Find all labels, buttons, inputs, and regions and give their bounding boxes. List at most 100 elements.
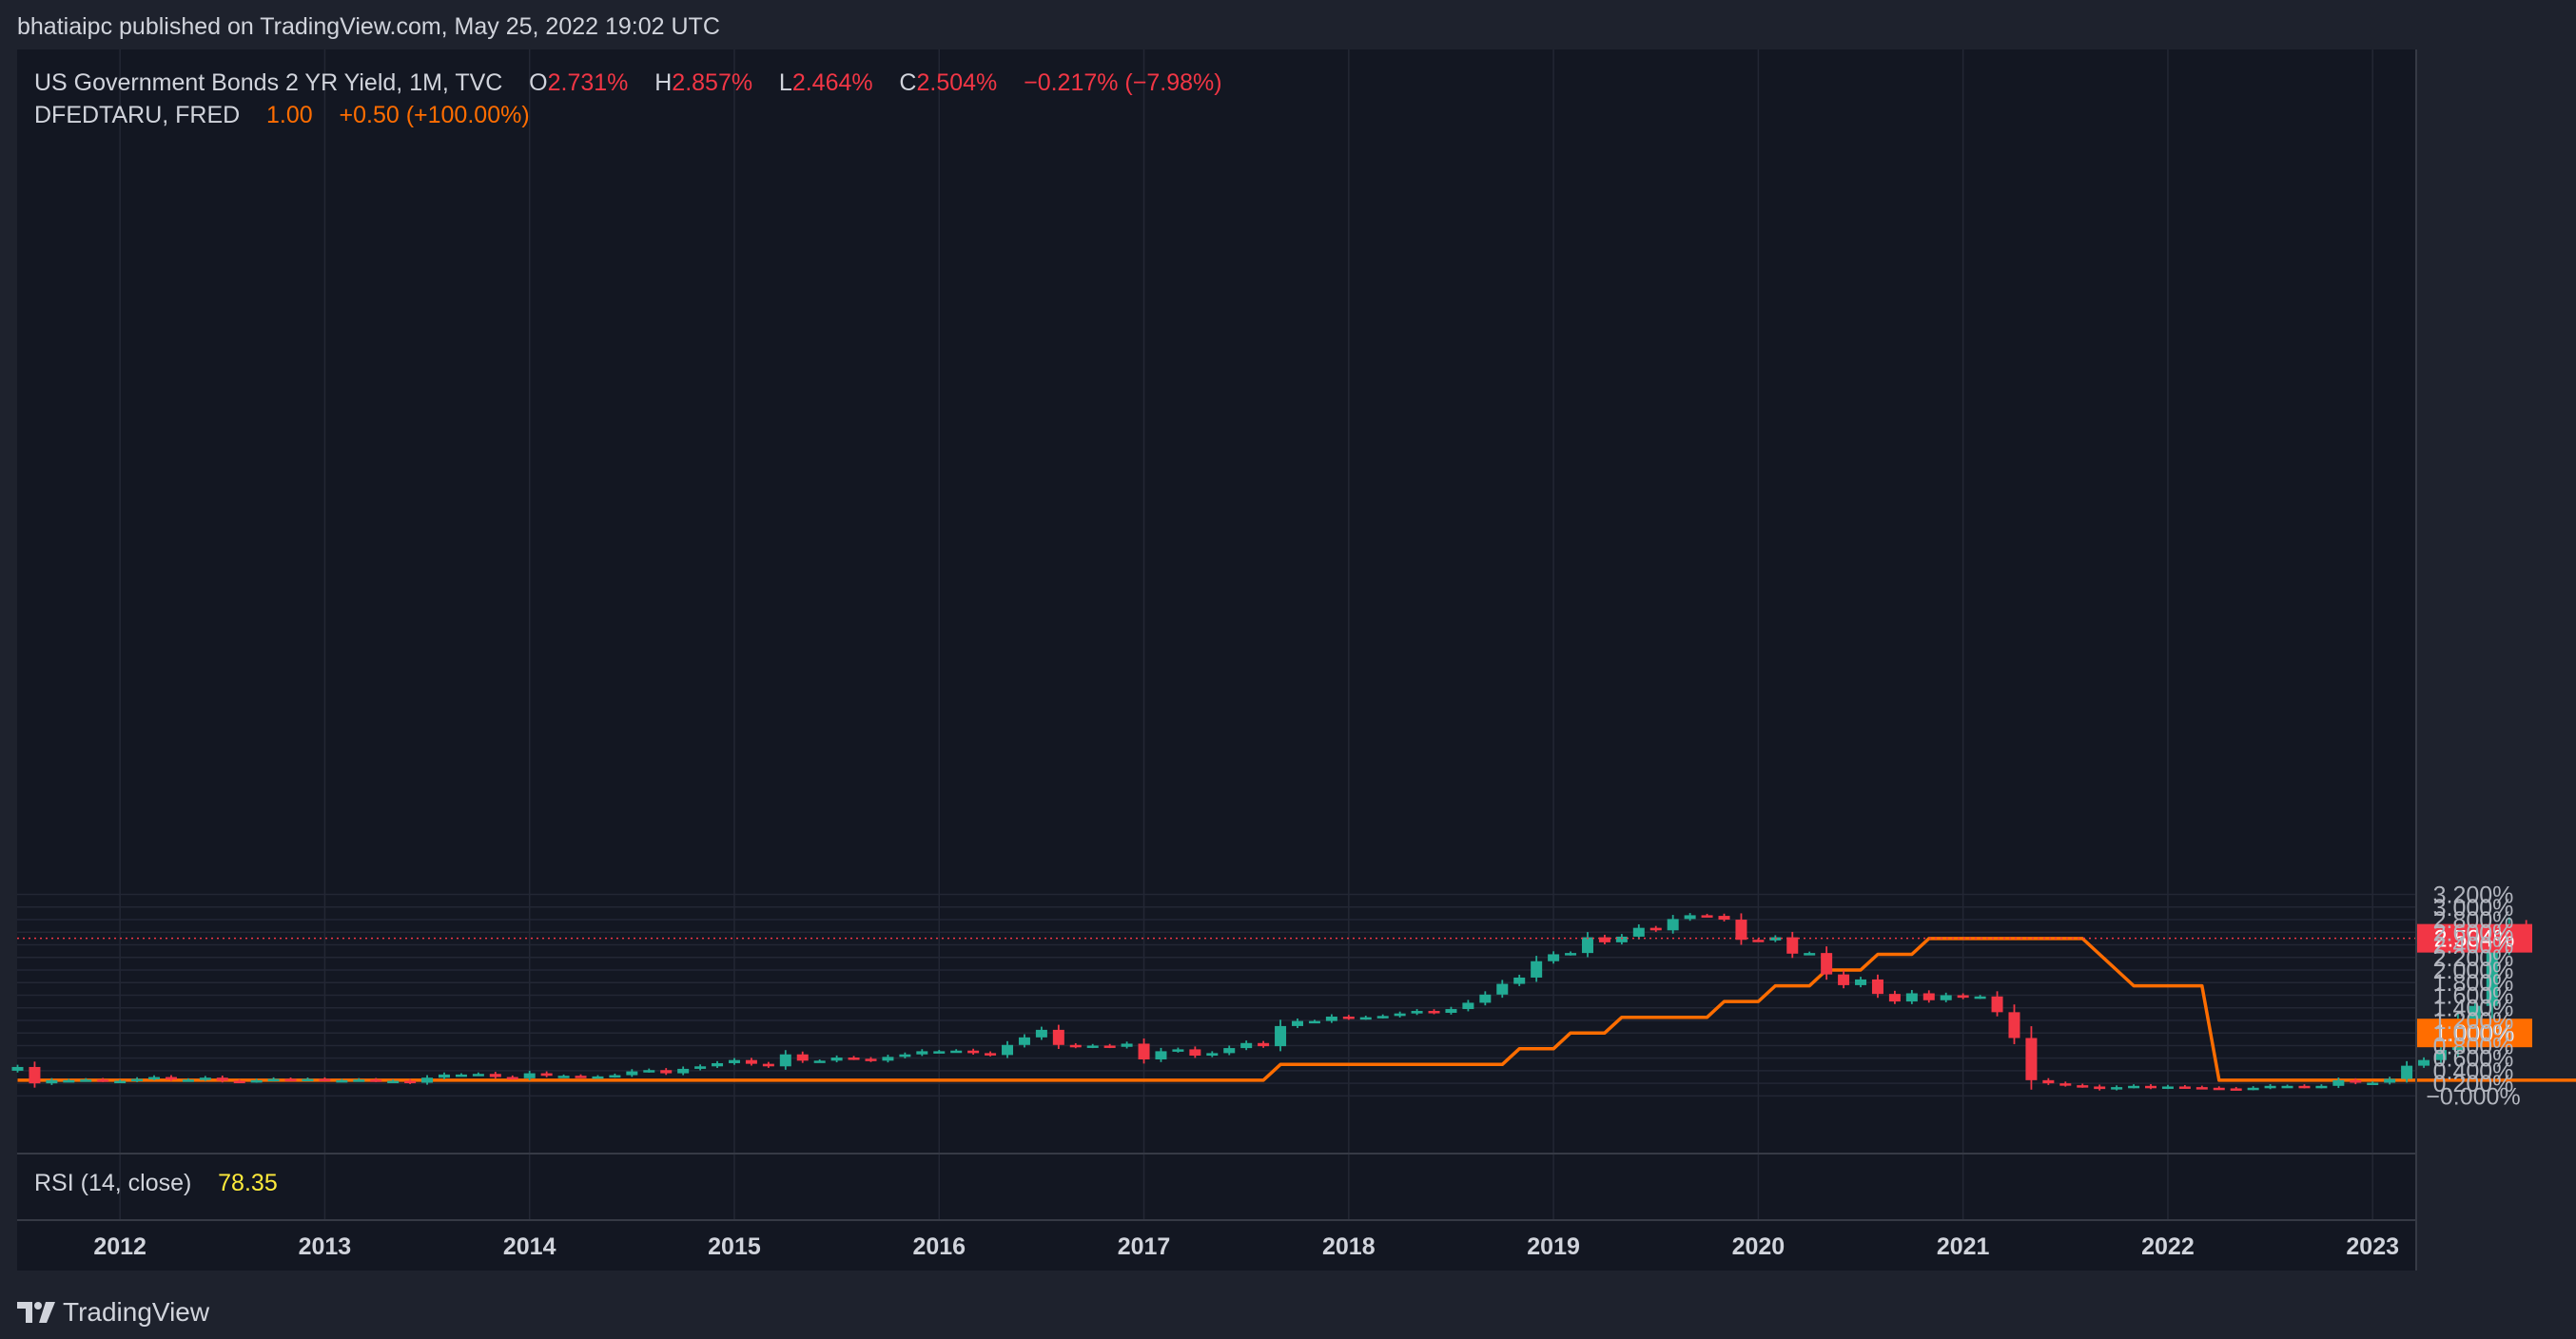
candle-body — [1342, 1016, 1355, 1019]
y-tick-label: 1.600% — [2433, 982, 2514, 1009]
candle-body — [421, 1077, 434, 1083]
candle-body — [1103, 1045, 1116, 1048]
candle-body — [1565, 953, 1577, 956]
candle-body — [1786, 937, 1799, 954]
candle-body — [1598, 937, 1610, 942]
candle-body — [1138, 1043, 1150, 1060]
candle-body — [302, 1078, 314, 1082]
x-tick-label: 2023 — [2346, 1233, 2399, 1260]
candle-body — [2042, 1079, 2055, 1084]
legend-low-label: L — [778, 69, 792, 96]
candle-body — [2247, 1087, 2259, 1091]
candle-body — [1649, 927, 1662, 931]
candle-body — [1615, 936, 1628, 942]
candle-body — [575, 1076, 587, 1078]
y-tick-label: 1.400% — [2433, 996, 2514, 1022]
candle-body — [899, 1054, 911, 1058]
legend-high-label: H — [654, 69, 673, 96]
candle-body — [2350, 1079, 2362, 1083]
candle-body — [2401, 1065, 2413, 1079]
candle-body — [439, 1074, 450, 1078]
candle-body — [1462, 1002, 1474, 1010]
x-tick-label: 2021 — [1937, 1233, 1990, 1260]
candle-body — [267, 1078, 280, 1082]
candle-body — [1684, 915, 1696, 920]
candle-body — [1991, 996, 2003, 1013]
candle-body — [319, 1078, 331, 1082]
last-price-label: 2.504% — [2434, 926, 2515, 953]
candle-body — [916, 1051, 928, 1055]
brand-name: TradingView — [63, 1297, 210, 1327]
published-caption: bhatiaipc published on TradingView.com, … — [17, 13, 720, 40]
candle-body — [1888, 994, 1901, 1002]
x-tick-label: 2022 — [2141, 1233, 2195, 1260]
candle-body — [728, 1059, 740, 1063]
candle-body — [46, 1079, 58, 1084]
candle-body — [1189, 1049, 1201, 1057]
candle-body — [182, 1079, 194, 1082]
legend-secondary: DFEDTARU, FRED 1.00 +0.50 (+100.00%) — [34, 99, 1222, 131]
candle-body — [1804, 953, 1816, 956]
candle-body — [779, 1054, 791, 1067]
x-tick-label: 2013 — [299, 1233, 352, 1260]
candle-body — [131, 1078, 144, 1082]
candle-body — [387, 1080, 400, 1084]
candle-body — [1359, 1017, 1372, 1020]
candle-body — [1155, 1051, 1167, 1060]
candle-body — [80, 1079, 92, 1082]
fed-value-badge — [2417, 1019, 2532, 1048]
candle-body — [353, 1079, 365, 1082]
candle-body — [933, 1051, 946, 1054]
candle-body — [1275, 1025, 1287, 1047]
legend-close-label: C — [899, 69, 917, 96]
y-tick-label: 1.200% — [2433, 1008, 2514, 1035]
candle-body — [1394, 1013, 1406, 1017]
rsi-value: 78.35 — [218, 1170, 278, 1196]
candle-body — [2230, 1088, 2242, 1091]
footer[interactable]: TradingView — [17, 1297, 209, 1328]
candle-body — [1308, 1020, 1320, 1024]
y-tick-label: 2.200% — [2433, 945, 2514, 972]
candle-body — [660, 1070, 673, 1074]
legend-close-value: 2.504% — [916, 69, 998, 96]
candle-body — [63, 1079, 75, 1083]
candle-body — [2281, 1085, 2293, 1089]
last-price-badge — [2417, 923, 2532, 953]
candle-body — [1548, 954, 1560, 961]
candle-body — [1376, 1016, 1389, 1019]
candle-body — [1240, 1042, 1253, 1049]
candle-body — [985, 1053, 997, 1056]
legend-change: −0.217% (−7.98%) — [1024, 69, 1222, 96]
candle-body — [1905, 993, 1918, 1002]
candle-body — [1206, 1053, 1219, 1057]
candle-body — [2315, 1085, 2328, 1089]
candle-body — [1513, 977, 1526, 984]
axes: 3.200%3.000%2.800%2.600%2.400%2.200%2.00… — [17, 49, 2521, 1271]
x-tick-label: 2016 — [912, 1233, 966, 1260]
candle-body — [2418, 1059, 2430, 1066]
x-tick-label: 2014 — [503, 1233, 556, 1260]
y-tick-label: 1.800% — [2433, 970, 2514, 997]
candle-body — [1292, 1020, 1303, 1026]
candle-body — [1752, 940, 1765, 942]
legend-high-value: 2.857% — [672, 69, 753, 96]
candle-body — [506, 1077, 518, 1080]
candle-body — [29, 1066, 41, 1084]
candle-body — [1258, 1042, 1270, 1047]
x-tick-label: 2017 — [1118, 1233, 1171, 1260]
legend-main-title: US Government Bonds 2 YR Yield, 1M, TVC — [34, 69, 503, 96]
candle-body — [2161, 1086, 2174, 1089]
candle-body — [523, 1073, 536, 1078]
candle-body — [813, 1060, 826, 1063]
candle-body — [1632, 927, 1645, 937]
candle-body — [1940, 995, 1952, 1000]
candle-body — [609, 1075, 621, 1078]
candle-body — [712, 1062, 724, 1067]
candle-body — [592, 1076, 604, 1079]
candle-body — [148, 1077, 161, 1080]
plot-background — [17, 49, 2416, 1223]
candle-body — [2077, 1085, 2089, 1088]
candle-body — [284, 1078, 297, 1082]
x-tick-label: 2012 — [93, 1233, 146, 1260]
